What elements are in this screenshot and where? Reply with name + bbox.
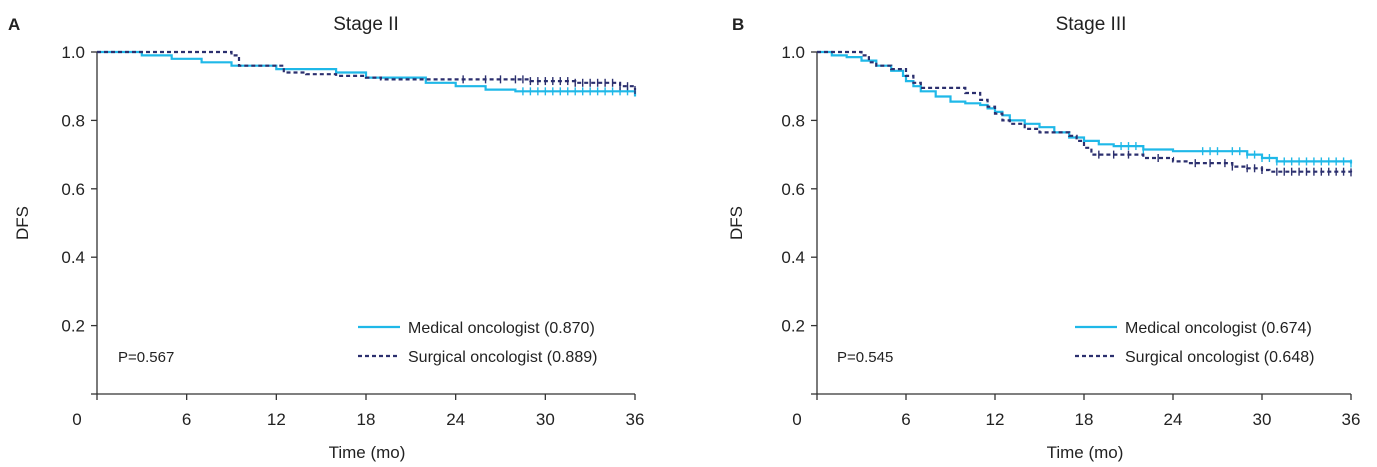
x-tick-label: 18: [357, 410, 376, 429]
p-value-text: P=0.545: [837, 349, 893, 366]
panel-letter: B: [732, 15, 744, 34]
x-tick-label: 36: [1342, 410, 1361, 429]
y-axis-label: DFS: [727, 206, 746, 240]
x-tick-label: 24: [1164, 410, 1183, 429]
y-tick-label: 0.8: [61, 111, 85, 130]
x-tick-label: 18: [1075, 410, 1094, 429]
legend-entry: Surgical oncologist (0.648): [1125, 349, 1314, 366]
x-axis-label: Time (mo): [1047, 443, 1124, 462]
x-tick-label: 0: [72, 410, 81, 429]
x-tick-label: 6: [182, 410, 191, 429]
x-tick-label: 0: [792, 410, 801, 429]
x-tick-label: 30: [536, 410, 555, 429]
km-chart-svg: B Stage III 0.2 0.4 0.6 0.8 1.0 0 6 12 18 24 30 36 Tim…: [727, 14, 1361, 462]
y-axis-label: DFS: [13, 206, 32, 240]
km-chart-svg: A Stage II 0.2 0.4 0.6 0.8 1.0 0 6 12 18 24 30 36 Time…: [8, 14, 645, 462]
y-tick-label: 0.2: [781, 317, 805, 336]
x-tick-label: 6: [901, 410, 910, 429]
x-tick-label: 12: [986, 410, 1005, 429]
y-tick-label: 0.8: [781, 111, 805, 130]
chart-title: Stage III: [1056, 14, 1127, 35]
y-tick-label: 0.6: [781, 180, 805, 199]
y-tick-label: 1.0: [61, 43, 85, 62]
y-tick-label: 0.4: [781, 248, 805, 267]
x-tick-label: 30: [1253, 410, 1272, 429]
y-tick-label: 0.4: [61, 248, 85, 267]
series-line-medical: [97, 50, 637, 97]
legend-entry: Surgical oncologist (0.889): [408, 349, 597, 366]
y-tick-label: 1.0: [781, 43, 805, 62]
x-tick-label: 12: [267, 410, 286, 429]
legend-entry: Medical oncologist (0.674): [1125, 320, 1312, 337]
chart-title: Stage II: [333, 14, 399, 35]
x-tick-label: 24: [446, 410, 465, 429]
panel-b: B Stage III 0.2 0.4 0.6 0.8 1.0 0 6 12 18 24 30 36 Tim…: [720, 0, 1377, 467]
panel-letter: A: [8, 15, 20, 34]
panel-a: A Stage II 0.2 0.4 0.6 0.8 1.0 0 6 12 18 24 30 36 Time…: [0, 0, 688, 467]
x-tick-label: 36: [626, 410, 645, 429]
x-axis-label: Time (mo): [329, 443, 406, 462]
series-line-medical: [817, 50, 1353, 164]
legend-entry: Medical oncologist (0.870): [408, 320, 595, 337]
y-tick-label: 0.2: [61, 317, 85, 336]
y-tick-label: 0.6: [61, 180, 85, 199]
p-value-text: P=0.567: [118, 349, 174, 366]
